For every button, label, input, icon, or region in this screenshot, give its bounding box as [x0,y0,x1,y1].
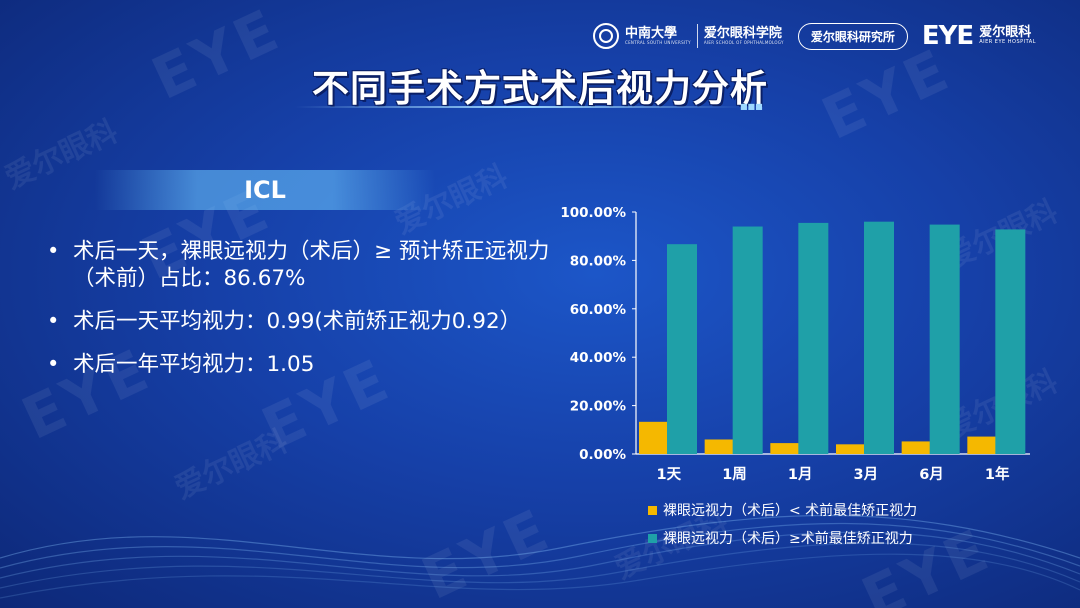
x-tick-label: 1月 [788,466,813,483]
header-logos: 中南大學 CENTRAL SOUTH UNIVERSITY 爱尔眼科学院 AIE… [592,18,1036,54]
bullet-list: • 术后一天，裸眼远视力（术后）≥ 预计矫正远视力（术前）占比：86.67% • 术… [45,238,565,394]
school-sub: AIER SCHOOL OF OPHTHALMOLOGY [703,39,784,45]
brand-logo: EYE 爱尔眼科 AIER EYE HOSPITAL [922,21,1036,51]
y-tick-label: 80.00% [570,253,627,269]
y-tick-label: 40.00% [570,350,627,366]
bar-series2 [732,226,763,454]
legend-item: 裸眼远视力（术后）≥术前最佳矫正视力 [648,524,917,552]
legend-label: 裸眼远视力（术后）≥术前最佳矫正视力 [663,531,913,547]
y-tick-label: 0.00% [579,447,626,463]
school-name: 爱尔眼科学院 [703,26,782,42]
bar-series2 [995,229,1026,454]
university-logo: 中南大學 CENTRAL SOUTH UNIVERSITY 爱尔眼科学院 AIE… [592,23,784,49]
chart-legend: 裸眼远视力（术后）< 术前最佳矫正视力 裸眼远视力（术后）≥术前最佳矫正视力 [648,496,917,552]
section-highlight [95,170,435,210]
y-tick-label: 20.00% [570,399,627,415]
university-name: 中南大學 [624,26,677,42]
x-tick-label: 1天 [657,466,682,483]
bar-series1 [704,439,735,454]
bar-chart: 0.00% 20.00% 40.00% 60.00% 80.00% 100.00% 1天 1周… [560,205,1030,483]
title-dots-icon: ■■■ [740,102,763,111]
bar-series2 [667,244,697,454]
brand-sub: AIER EYE HOSPITAL [979,39,1036,46]
bar-series2 [929,224,960,454]
bar-series1 [836,444,866,454]
bar-series1 [770,443,801,454]
brand-name: 爱尔眼科 [979,25,1032,41]
legend-swatch-series1 [648,505,657,515]
university-sub: CENTRAL SOUTH UNIVERSITY [624,39,691,45]
list-item: • 术后一年平均视力：1.05 [45,351,565,378]
y-tick-label: 60.00% [570,302,627,318]
wave-decoration [0,514,1080,599]
bar-series2 [798,222,829,454]
section-label: ICL [244,176,286,204]
bullet-text: 术后一年平均视力：1.05 [73,352,315,377]
title-underline [295,106,745,108]
x-tick-label: 1年 [985,465,1010,483]
y-tick-label: 100.00% [560,205,626,221]
x-tick-label: 3月 [854,466,879,483]
bar-series1 [967,436,998,454]
slide-title: 不同手术方式术后视力分析 [312,67,768,110]
university-seal-icon [592,23,619,49]
header-divider [696,24,698,48]
bullet-dot-icon: • [47,239,60,263]
legend-item: 裸眼远视力（术后）< 术前最佳矫正视力 [648,496,917,524]
brand-mark: EYE [921,21,974,51]
x-tick-label: 1周 [722,466,747,483]
bullet-dot-icon: • [47,352,60,376]
x-tick-label: 6月 [919,466,944,483]
bar-series1 [639,421,669,454]
legend-label: 裸眼远视力（术后）< 术前最佳矫正视力 [663,503,918,519]
institute-badge: 爱尔眼科研究所 [797,22,908,50]
bullet-text: 术后一天，裸眼远视力（术后）≥ 预计矫正远视力（术前）占比：86.67% [73,239,550,291]
legend-swatch-series2 [648,533,657,543]
bullet-text: 术后一天平均视力：0.99(术前矫正视力0.92） [73,309,522,334]
list-item: • 术后一天，裸眼远视力（术后）≥ 预计矫正远视力（术前）占比：86.67% [45,238,565,292]
bar-series2 [864,221,894,454]
list-item: • 术后一天平均视力：0.99(术前矫正视力0.92） [45,308,565,335]
bar-series1 [901,441,932,454]
bullet-dot-icon: • [47,309,60,333]
